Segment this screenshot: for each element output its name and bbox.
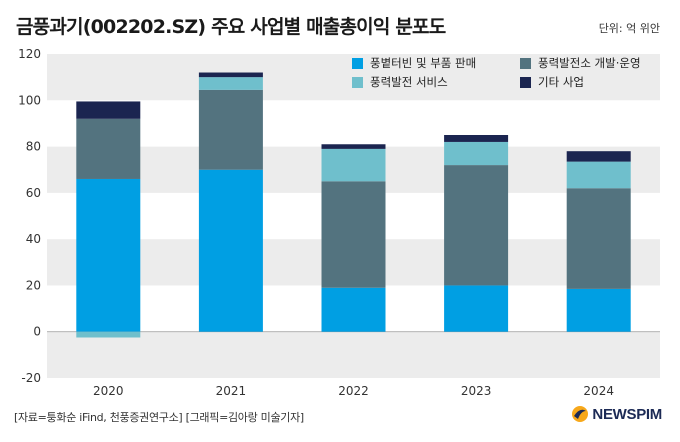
bar-segment — [76, 178, 141, 332]
y-tick-label: 100 — [18, 93, 41, 107]
grid-band — [47, 331, 660, 378]
legend-label: 기타 사업 — [538, 75, 584, 89]
x-tick-label: 2021 — [216, 384, 247, 398]
unit-label: 단위: 억 위안 — [598, 22, 660, 35]
bar-segment — [321, 144, 386, 149]
legend-swatch — [520, 58, 531, 69]
y-tick-label: 40 — [26, 232, 41, 246]
y-tick-label: -20 — [21, 371, 41, 385]
bar-segment — [566, 188, 631, 289]
legend-swatch — [352, 58, 363, 69]
x-tick-label: 2023 — [461, 384, 492, 398]
bar-segment — [76, 331, 141, 338]
bar-segment — [566, 288, 631, 332]
y-tick-label: 80 — [26, 140, 41, 154]
legend-swatch — [352, 77, 363, 88]
legend-swatch — [520, 77, 531, 88]
legend-label: 풍력발전 서비스 — [370, 75, 448, 89]
x-tick-label: 2024 — [583, 384, 614, 398]
bar-segment — [444, 165, 509, 286]
bar-segment — [321, 181, 386, 288]
bar-segment — [198, 169, 263, 332]
legend-label: 풍볕터빈 및 부품 판매 — [370, 56, 476, 70]
x-tick-label: 2020 — [93, 384, 124, 398]
bar-segment — [444, 285, 509, 332]
bar-segment — [566, 151, 631, 162]
y-tick-label: 0 — [33, 325, 41, 339]
grid-band — [47, 100, 660, 147]
bar-segment — [444, 135, 509, 142]
newspim-logo-text: NEWSPIM — [592, 405, 662, 423]
bar-segment — [198, 89, 263, 170]
bar-segment — [198, 72, 263, 78]
bar-segment — [566, 161, 631, 189]
bar-segment — [444, 141, 509, 166]
chart-title: 금풍과기(002202.SZ) 주요 사업별 매출총이익 분포도 — [16, 16, 446, 38]
newspim-logo-icon — [572, 406, 589, 422]
x-tick-label: 2022 — [338, 384, 369, 398]
newspim-logo: NEWSPIM — [571, 405, 662, 423]
legend-label: 풍력발전소 개발·운영 — [538, 56, 641, 70]
y-tick-label: 20 — [26, 278, 41, 292]
bar-segment — [76, 118, 141, 179]
bar-segment — [321, 148, 386, 182]
bar-segment — [198, 77, 263, 90]
y-tick-label: 120 — [18, 47, 41, 61]
y-tick-label: 60 — [26, 186, 41, 200]
bar-segment — [76, 101, 141, 119]
bar-segment — [321, 287, 386, 332]
source-caption: [자료=퉁화순 iFind, 천풍증권연구소] [그래픽=김아랑 미술기자] — [14, 411, 304, 424]
